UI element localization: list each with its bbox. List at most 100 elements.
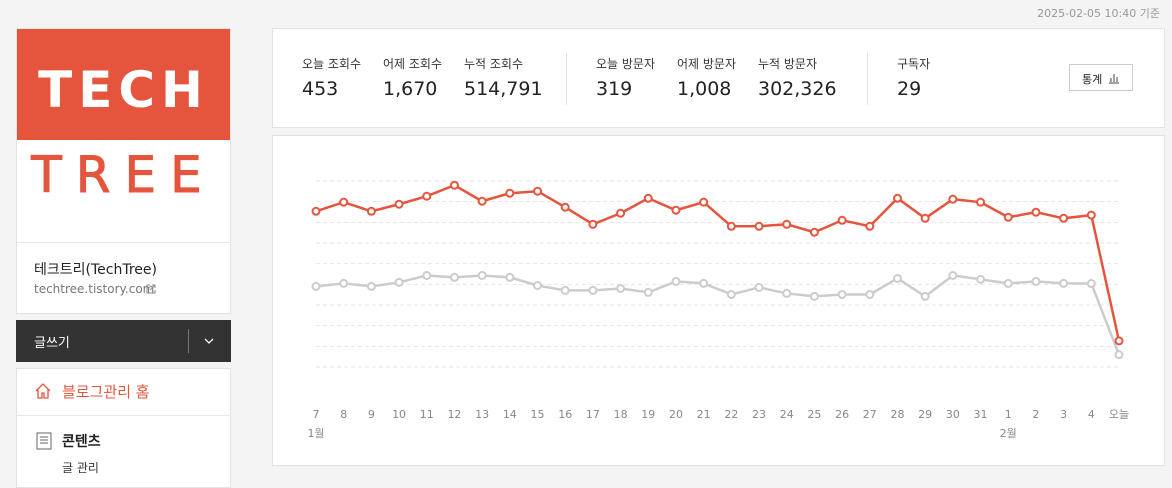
- x-tick-label: 2: [1032, 408, 1039, 421]
- point: [782, 219, 792, 229]
- menu-section[interactable]: 콘텐츠: [62, 434, 101, 450]
- point: [671, 205, 681, 215]
- point: [1059, 278, 1069, 288]
- x-tick-label: 22: [724, 408, 738, 421]
- point: [533, 186, 543, 196]
- logo-top: TECH: [17, 29, 230, 140]
- stat-value: 319: [596, 78, 633, 100]
- point: [588, 285, 598, 295]
- point: [754, 282, 764, 292]
- x-tick-label: 29: [918, 408, 932, 421]
- point: [920, 213, 930, 223]
- point: [477, 196, 487, 206]
- x-tick-label: 13: [475, 408, 489, 421]
- stat-value: 453: [302, 78, 339, 100]
- point: [837, 289, 847, 299]
- x-tick-label: 17: [586, 408, 600, 421]
- point: [422, 270, 432, 280]
- point: [865, 221, 875, 231]
- point: [449, 272, 459, 282]
- point: [643, 193, 653, 203]
- point: [809, 227, 819, 237]
- blog-url[interactable]: techtree.tistory.com: [34, 282, 155, 296]
- point: [505, 272, 515, 282]
- stat-value: 302,326: [758, 78, 837, 100]
- point: [394, 277, 404, 287]
- stat-value: 29: [897, 78, 922, 100]
- x-tick-label: 14: [503, 408, 517, 421]
- stat-label: 오늘 조회수: [302, 57, 362, 71]
- point: [865, 289, 875, 299]
- home-icon: [35, 383, 51, 399]
- point: [726, 289, 736, 299]
- stat-label: 어제 방문자: [677, 57, 737, 71]
- x-tick-label: 31: [974, 408, 988, 421]
- point: [449, 180, 459, 190]
- x-tick-label: 16: [558, 408, 572, 421]
- point: [588, 219, 598, 229]
- divider: [867, 53, 868, 105]
- divider: [566, 53, 567, 105]
- x-tick-label: 4: [1088, 408, 1095, 421]
- stats-button[interactable]: 통계: [1069, 64, 1133, 91]
- month-label: 2월: [1000, 427, 1017, 440]
- x-tick-label: 10: [392, 408, 406, 421]
- x-tick-label: 8: [340, 408, 347, 421]
- x-tick-label: 28: [890, 408, 904, 421]
- point: [976, 197, 986, 207]
- x-tick-label: 7: [313, 408, 320, 421]
- point: [726, 221, 736, 231]
- point: [699, 278, 709, 288]
- point: [1086, 279, 1096, 289]
- point: [1031, 207, 1041, 217]
- point: [1114, 350, 1124, 360]
- x-tick-label: 3: [1060, 408, 1067, 421]
- stat-value: 514,791: [464, 78, 543, 100]
- month-label: 1월: [307, 427, 324, 440]
- x-tick-label: 11: [420, 408, 434, 421]
- logo-text: TECH: [38, 61, 209, 119]
- timestamp: 2025-02-05 10:40 기준: [1037, 7, 1160, 20]
- point: [643, 287, 653, 297]
- x-tick-label: 15: [531, 408, 545, 421]
- blog-name: 테크트리(TechTree): [34, 262, 157, 278]
- external-icon: [146, 284, 156, 294]
- x-tick-label: 26: [835, 408, 849, 421]
- x-tick-label: 20: [669, 408, 683, 421]
- x-tick-label: 19: [641, 408, 655, 421]
- x-tick-label: 30: [946, 408, 960, 421]
- point: [671, 276, 681, 286]
- point: [1059, 213, 1069, 223]
- point: [339, 197, 349, 207]
- point: [560, 202, 570, 212]
- point: [892, 193, 902, 203]
- point: [560, 285, 570, 295]
- stats-panel: 통계 오늘 조회수 453 어제 조회수 1,670 누적 조회수 514,791 오늘 방…: [272, 28, 1165, 128]
- x-tick-label: 9: [368, 408, 375, 421]
- stat-label: 어제 조회수: [383, 57, 443, 71]
- x-tick-label: 21: [697, 408, 711, 421]
- point: [948, 270, 958, 280]
- write-button[interactable]: 글쓰기: [16, 320, 231, 362]
- stat-label: 누적 방문자: [758, 57, 818, 71]
- line: [315, 274, 1121, 356]
- stat-label: 구독자: [897, 57, 931, 71]
- stats-button-label: 통계: [1082, 73, 1103, 86]
- point: [1114, 336, 1124, 346]
- point: [311, 281, 321, 291]
- write-label: 글쓰기: [34, 336, 70, 351]
- point: [1003, 278, 1013, 288]
- chevron[interactable]: [203, 335, 215, 347]
- menu-home[interactable]: 블로그관리 홈: [62, 383, 150, 401]
- point: [754, 221, 764, 231]
- doc-icon: [36, 432, 52, 450]
- logo-text: TREE: [31, 146, 216, 204]
- point: [422, 191, 432, 201]
- menu-item[interactable]: 글 관리: [62, 461, 99, 475]
- x-tick-label: 오늘: [1109, 408, 1129, 421]
- x-tick-label: 12: [447, 408, 461, 421]
- point: [1003, 212, 1013, 222]
- x-tick-label: 18: [614, 408, 628, 421]
- point: [920, 291, 930, 301]
